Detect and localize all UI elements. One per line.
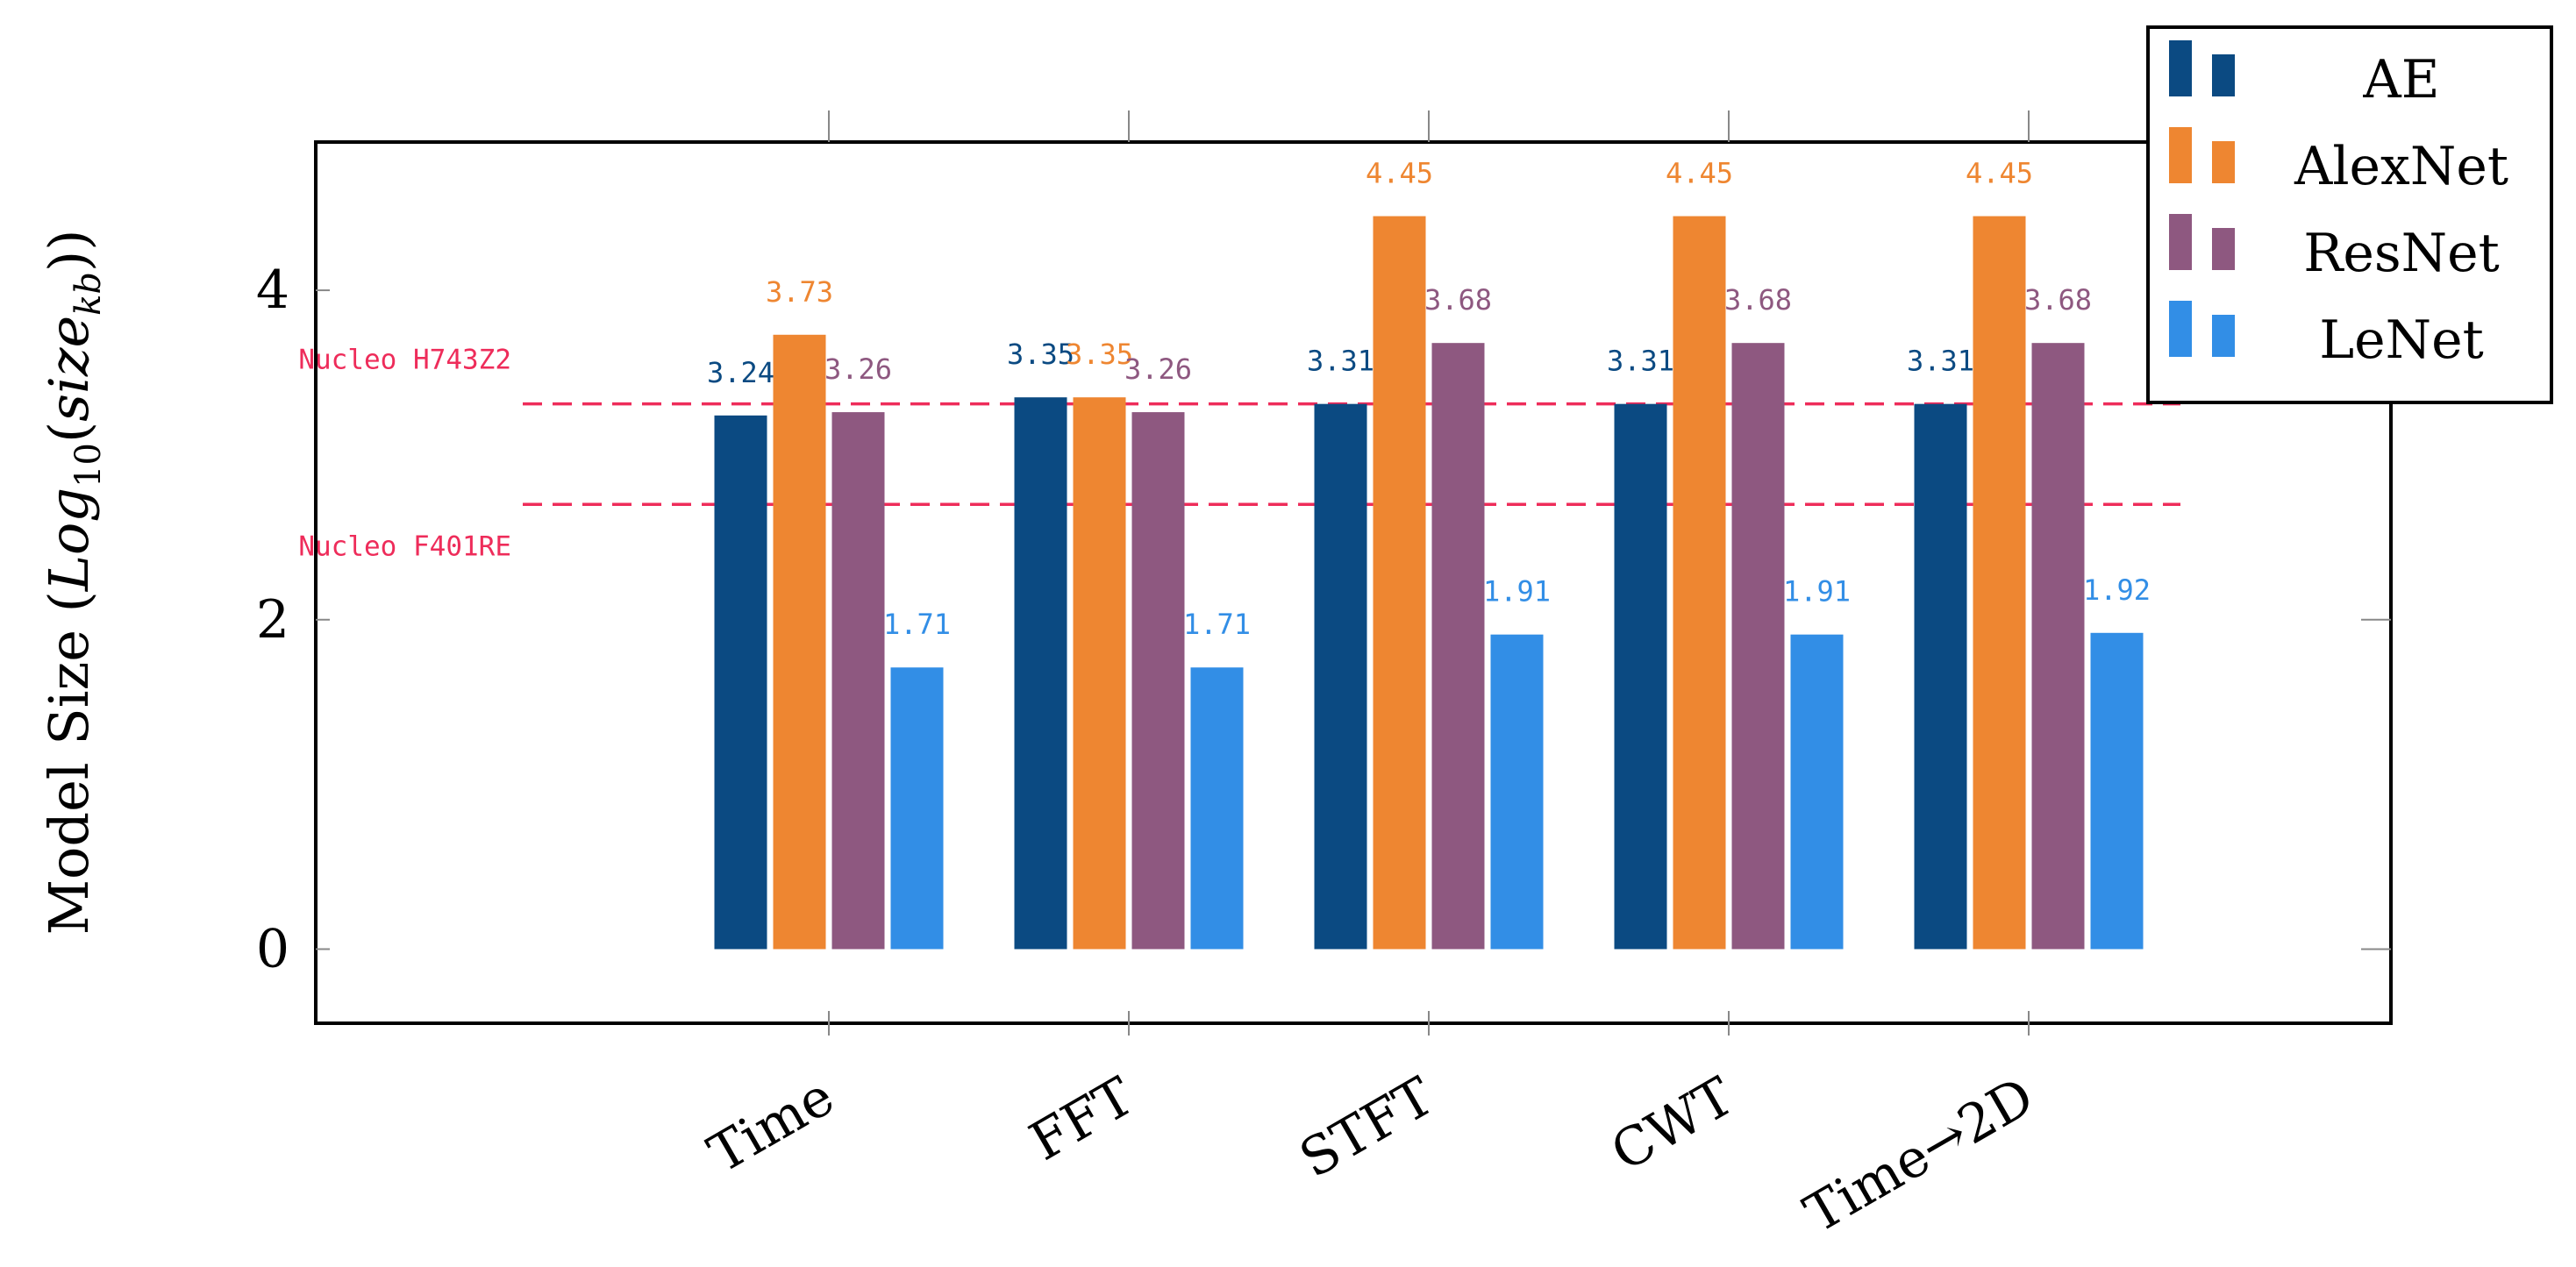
bar-lenet <box>1190 667 1244 950</box>
bar-value-label: 3.24 <box>707 356 774 389</box>
bar-value-label: 3.68 <box>1724 283 1792 317</box>
bar-alexnet <box>773 334 826 950</box>
legend-label: LeNet <box>2319 310 2483 371</box>
bar-value-label: 1.91 <box>1483 575 1551 609</box>
bar-alexnet <box>1973 216 2026 950</box>
bar-ae <box>1614 403 1667 950</box>
legend: AE AlexNet ResNet LeNet <box>2146 25 2553 404</box>
bar-ae <box>1014 397 1067 950</box>
x-tick-label: STFT <box>1290 1065 1445 1190</box>
value-labels-group: 3.243.733.261.713.353.353.261.713.314.45… <box>707 157 2151 642</box>
y-tick-label: 2 <box>256 589 289 651</box>
bar-alexnet <box>1073 397 1126 950</box>
bar-lenet <box>1490 634 1544 950</box>
reference-line-label: Nucleo F401RE <box>298 530 511 562</box>
legend-swatch <box>2212 54 2235 96</box>
bar-ae <box>714 415 767 950</box>
bar-value-label: 3.35 <box>1007 338 1074 371</box>
bar-value-label: 1.71 <box>883 608 951 641</box>
bars-group <box>714 216 2144 950</box>
y-axis-label: Model Size (Log10(sizekb)) <box>37 230 109 936</box>
y-tick-label: 0 <box>256 918 289 979</box>
bar-resnet <box>1131 412 1185 950</box>
y-tick-labels: 0 2 4 <box>256 260 289 979</box>
bar-lenet <box>2090 632 2144 950</box>
legend-label: AE <box>2362 49 2439 110</box>
bar-lenet <box>1790 634 1844 950</box>
bar-resnet <box>831 412 885 950</box>
bar-lenet <box>890 667 944 950</box>
bar-value-label: 3.26 <box>1124 352 1192 386</box>
x-tick-label: CWT <box>1602 1065 1745 1183</box>
bar-value-label: 3.31 <box>1907 345 1974 378</box>
bar-value-label: 3.31 <box>1607 345 1674 378</box>
legend-label: AlexNet <box>2294 136 2508 197</box>
bar-value-label: 4.45 <box>1966 157 2033 190</box>
bar-value-label: 1.71 <box>1183 608 1251 641</box>
bar-value-label: 3.31 <box>1307 345 1374 378</box>
bar-value-label: 3.35 <box>1066 338 1133 371</box>
legend-swatch <box>2169 301 2192 357</box>
bar-alexnet <box>1373 216 1426 950</box>
bar-value-label: 4.45 <box>1666 157 1733 190</box>
legend-swatch <box>2169 40 2192 96</box>
bar-value-label: 3.26 <box>824 352 892 386</box>
legend-swatch <box>2212 228 2235 270</box>
legend-label: ResNet <box>2303 223 2500 284</box>
x-tick-label: Time <box>698 1065 844 1185</box>
x-tick-label: Time→2D <box>1795 1065 2044 1245</box>
legend-swatch <box>2169 127 2192 183</box>
bar-value-label: 4.45 <box>1366 157 1433 190</box>
reference-line-label: Nucleo H743Z2 <box>298 345 511 376</box>
bar-alexnet <box>1673 216 1726 950</box>
reference-lines: Nucleo H743Z2 Nucleo F401RE <box>298 345 2180 562</box>
bar-value-label: 3.73 <box>766 275 833 309</box>
x-tick-label: FFT <box>1020 1065 1145 1172</box>
legend-swatch <box>2212 141 2235 183</box>
bar-value-label: 3.68 <box>2024 283 2092 317</box>
bar-resnet <box>1731 343 1785 950</box>
bar-ae <box>1314 403 1367 950</box>
legend-swatch <box>2169 214 2192 270</box>
y-tick-label: 4 <box>256 260 289 321</box>
bar-value-label: 1.92 <box>2083 573 2151 607</box>
bar-value-label: 3.68 <box>1424 283 1492 317</box>
bar-value-label: 1.91 <box>1783 575 1851 609</box>
bar-resnet <box>1431 343 1485 950</box>
plot-frame <box>314 140 2393 1025</box>
legend-swatch <box>2212 315 2235 357</box>
bar-resnet <box>2031 343 2085 950</box>
bar-ae <box>1914 403 1967 950</box>
x-tick-labels: Time FFT STFT CWT Time→2D <box>698 1065 2044 1245</box>
